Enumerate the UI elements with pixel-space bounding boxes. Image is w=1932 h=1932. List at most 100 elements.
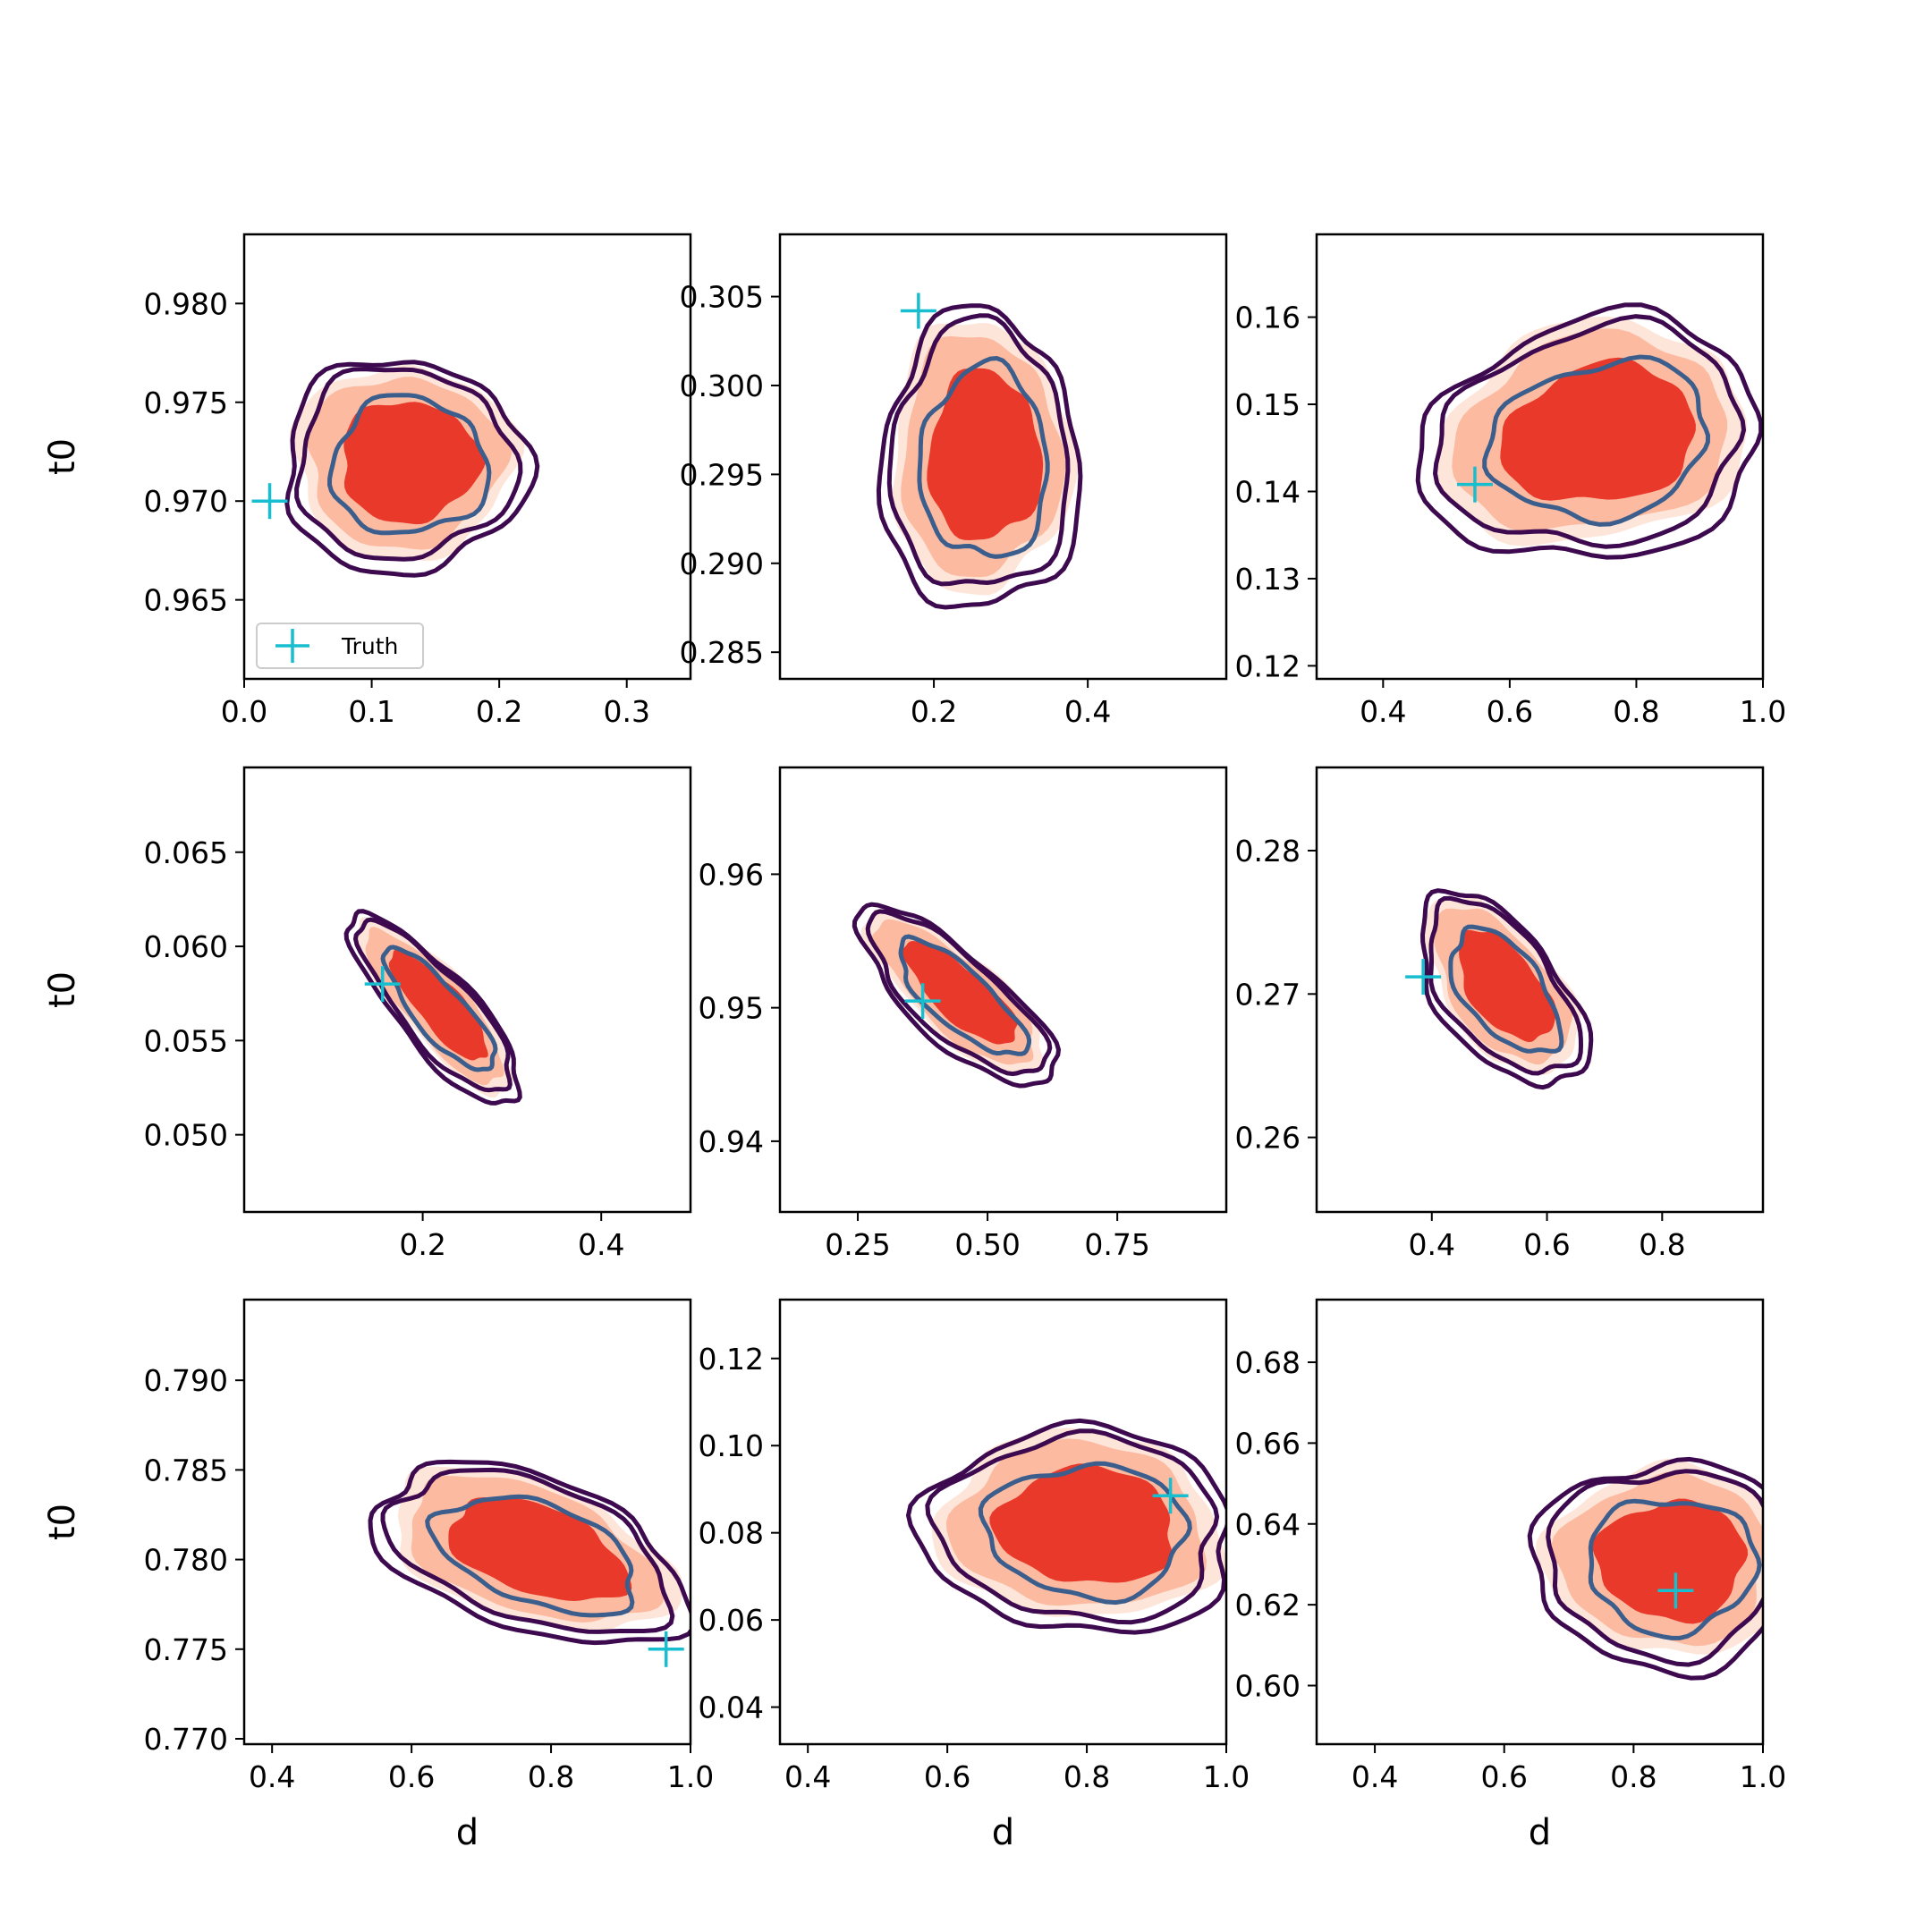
x-axis-label: d: [456, 1812, 479, 1853]
plot-area: [905, 1418, 1226, 1635]
contour-outer: [343, 909, 522, 1106]
x-tick-label: 1.0: [1740, 694, 1786, 729]
y-tick-label: 0.050: [144, 1118, 228, 1153]
y-tick-label: 0.15: [1235, 387, 1301, 422]
y-tick-label: 0.62: [1235, 1588, 1301, 1623]
contour-inner: [425, 1494, 635, 1618]
legend-box: [256, 623, 424, 669]
y-tick-label: 0.08: [699, 1516, 764, 1551]
contour-mid: [1546, 1469, 1763, 1667]
legend: Truth: [256, 623, 424, 669]
x-tick-label: 0.0: [221, 694, 267, 729]
panel-4: 0.2 0.4 0.050 0.055 0.060 0.065 t0: [42, 766, 692, 1262]
contour-inner: [898, 934, 1032, 1056]
y-tick-label: 0.965: [144, 583, 228, 618]
y-tick-label: 0.10: [699, 1428, 764, 1463]
contour-outer: [876, 303, 1083, 610]
contour-outer: [368, 1459, 691, 1646]
contour-mid: [1428, 895, 1584, 1076]
axes-frame: [1315, 1298, 1765, 1746]
x-axis-label: d: [992, 1812, 1014, 1853]
contour-mid: [352, 917, 513, 1093]
y-tick-label: 0.68: [1235, 1345, 1301, 1380]
truth-marker: [1657, 1572, 1694, 1609]
y-tick-label: 0.96: [699, 857, 764, 892]
density-fill-inner: [902, 941, 1018, 1045]
y-tick-label: 0.27: [1235, 977, 1301, 1012]
x-tick-label: 0.6: [388, 1759, 435, 1794]
truth-marker: [904, 983, 941, 1020]
y-tick-label: 0.16: [1235, 301, 1301, 335]
density-fill-inner: [1592, 1498, 1749, 1624]
panel-5: 0.25 0.50 0.75 0.94 0.95 0.96: [699, 766, 1228, 1262]
x-tick-label: 0.6: [924, 1759, 970, 1794]
plot-area: [1527, 1456, 1763, 1681]
y-tick-label: 0.14: [1235, 474, 1301, 509]
x-tick-label: 0.8: [1063, 1759, 1110, 1794]
truth-marker: [1456, 466, 1493, 503]
y-tick-label: 0.95: [699, 991, 764, 1026]
plot-area: [1419, 888, 1594, 1090]
x-tick-label: 0.8: [1613, 694, 1659, 729]
x-axis-label: d: [1529, 1812, 1551, 1853]
axes-frame: [242, 766, 692, 1214]
y-tick-label: 0.300: [680, 369, 764, 403]
y-axis-label: t0: [42, 971, 83, 1008]
y-tick-label: 0.780: [144, 1543, 228, 1578]
y-tick-label: 0.26: [1235, 1121, 1301, 1156]
panel-3: 0.4 0.6 0.8 1.0 0.12 0.13 0.14 0.15 0.16: [1235, 233, 1786, 729]
truth-marker: [648, 1631, 684, 1667]
y-tick-label: 0.055: [144, 1023, 228, 1058]
contour-inner: [1588, 1498, 1762, 1640]
y-tick-label: 0.060: [144, 929, 228, 964]
x-tick-label: 0.8: [528, 1759, 574, 1794]
contour-mid: [380, 1467, 675, 1634]
density-fill-inner: [1459, 929, 1556, 1043]
legend-truth-marker: [275, 629, 309, 663]
axes-frame: [1315, 766, 1765, 1214]
axes-frame: [778, 766, 1228, 1214]
y-tick-label: 0.60: [1235, 1668, 1301, 1703]
panel-1: 0.0 0.1 0.2 0.3 0.965 0.970 0.975 0.980 t0 Truth: [42, 233, 692, 729]
contour-mid: [886, 313, 1071, 587]
y-tick-label: 0.28: [1235, 834, 1301, 869]
x-tick-label: 0.4: [249, 1759, 295, 1794]
contour-outer: [1419, 888, 1594, 1090]
x-tick-label: 0.2: [399, 1227, 445, 1262]
panel-grid: 0.0 0.1 0.2 0.30.9650.9700.9750.980t0Truth0…: [42, 233, 1786, 1853]
contour-outer: [1415, 302, 1763, 560]
contour-inner: [978, 1461, 1192, 1606]
x-tick-label: 0.6: [1523, 1227, 1570, 1262]
truth-marker: [1152, 1478, 1189, 1514]
plot-area: [1415, 302, 1763, 560]
y-tick-label: 0.12: [1235, 648, 1301, 683]
truth-marker: [251, 483, 288, 520]
contour-outer: [905, 1418, 1226, 1635]
plot-area: [852, 902, 1062, 1089]
plot-area: [343, 909, 522, 1106]
contour-outer: [284, 360, 540, 578]
contour-inner: [326, 393, 492, 536]
y-tick-label: 0.305: [680, 280, 764, 315]
panel-7: 0.4 0.6 0.8 1.0 0.770 0.775 0.780 0.785 0.790 t0 d: [42, 1298, 714, 1853]
panel-2: 0.2 0.4 0.285 0.290 0.295 0.300 0.305: [680, 233, 1228, 729]
x-tick-label: 0.4: [1360, 694, 1406, 729]
contour-mid: [1432, 314, 1747, 549]
truth-marker: [900, 292, 936, 329]
x-tick-label: 0.4: [578, 1227, 624, 1262]
y-tick-label: 0.285: [680, 635, 764, 670]
x-tick-label: 0.75: [1084, 1227, 1149, 1262]
contour-outer: [852, 902, 1062, 1089]
contour-mid: [294, 367, 523, 562]
contour-inner: [380, 945, 498, 1072]
x-tick-label: 0.6: [1487, 694, 1533, 729]
density-fill-inner: [1500, 357, 1696, 501]
contour-inner: [1482, 354, 1711, 527]
y-tick-label: 0.04: [699, 1690, 764, 1725]
y-tick-label: 0.065: [144, 835, 228, 870]
plot-area: [284, 360, 540, 578]
truth-marker: [1405, 959, 1442, 996]
plot-area: [876, 303, 1083, 610]
contour-inner: [917, 355, 1050, 559]
y-tick-label: 0.790: [144, 1363, 228, 1398]
